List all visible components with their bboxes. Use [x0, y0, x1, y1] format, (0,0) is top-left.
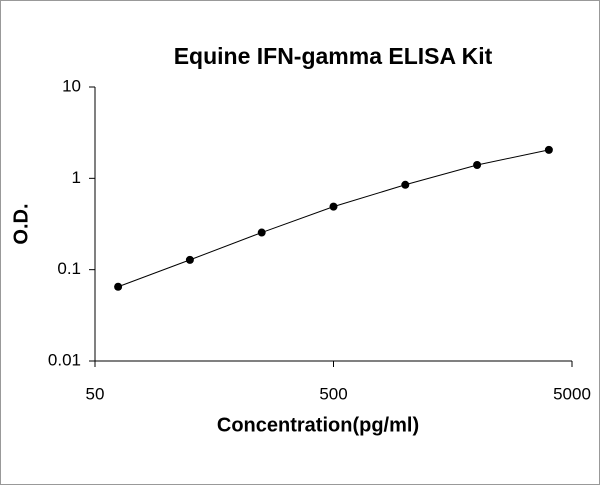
x-axis-label: Concentration(pg/ml) — [217, 414, 419, 436]
data-point — [114, 282, 123, 291]
y-tick-label: 1 — [72, 168, 81, 187]
y-tick-label: 10 — [62, 76, 81, 95]
data-point — [473, 160, 482, 169]
data-point — [185, 255, 194, 264]
x-tick-label: 5000 — [553, 384, 591, 403]
data-point — [329, 202, 338, 211]
y-axis-label: O.D. — [10, 203, 32, 244]
data-point — [257, 228, 266, 237]
x-tick-label: 500 — [319, 384, 347, 403]
data-point — [544, 145, 553, 154]
x-tick-label: 50 — [86, 384, 105, 403]
data-point — [401, 180, 410, 189]
chart-title: Equine IFN-gamma ELISA Kit — [174, 43, 493, 69]
y-tick-label: 0.01 — [48, 350, 81, 369]
y-tick-label: 0.1 — [57, 259, 81, 278]
